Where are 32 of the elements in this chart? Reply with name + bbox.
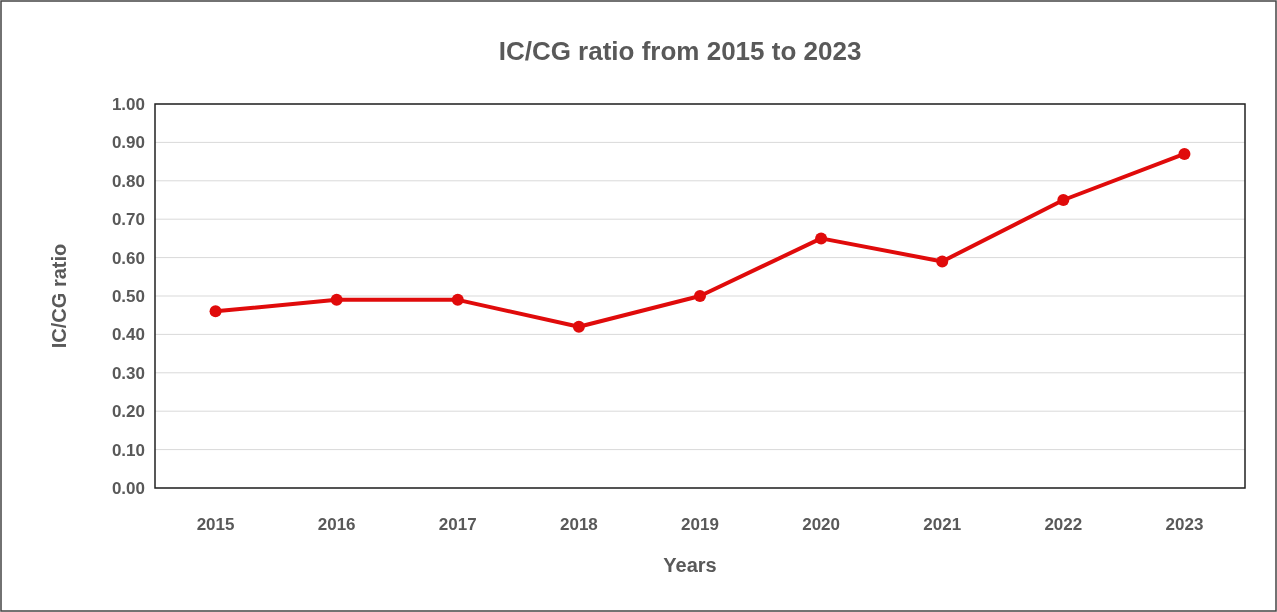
- y-tick-label: 0.40: [111, 325, 145, 345]
- point: [330, 293, 343, 306]
- y-tick-label: 1.00: [111, 94, 145, 114]
- x-tick-label: 2018: [559, 515, 598, 534]
- y-axis-title: IC/CG ratio: [48, 243, 70, 349]
- point: [694, 290, 706, 302]
- x-tick-label: 2019: [681, 515, 719, 534]
- y-tick-label: 0.90: [111, 133, 145, 153]
- point: [936, 255, 949, 268]
- point: [815, 232, 828, 245]
- point: [572, 320, 585, 333]
- y-tick-label: 0.00: [111, 478, 145, 498]
- y-tick-label: 0.30: [111, 363, 145, 383]
- y-tick-label: 0.60: [111, 248, 145, 268]
- y-tick-label: 0.10: [111, 440, 145, 460]
- chart-title: IC/CG ratio from 2015 to 2023: [498, 36, 862, 66]
- point: [451, 293, 464, 306]
- x-tick-label: 2017: [438, 515, 477, 534]
- x-tick-label: 2016: [317, 515, 356, 534]
- x-axis-title: Years: [663, 554, 717, 576]
- point: [209, 305, 222, 318]
- y-tick-label: 0.20: [111, 402, 145, 422]
- point: [1178, 147, 1191, 160]
- x-tick-label: 2021: [923, 515, 962, 534]
- y-tick-label: 0.80: [111, 171, 145, 191]
- x-tick-label: 2023: [1165, 515, 1204, 534]
- y-tick-label: 0.50: [111, 286, 145, 306]
- x-tick-label: 2020: [802, 515, 841, 534]
- y-tick-label: 0.70: [111, 210, 145, 230]
- point: [1057, 194, 1070, 206]
- x-tick-label: 2022: [1044, 515, 1083, 534]
- x-tick-label: 2015: [196, 515, 235, 534]
